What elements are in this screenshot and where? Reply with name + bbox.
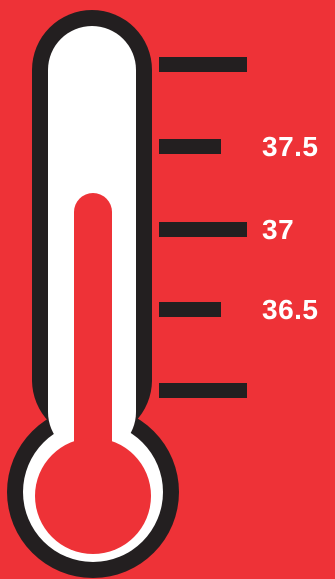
tick-long-bottom bbox=[159, 383, 247, 398]
scale-ticks bbox=[159, 57, 247, 398]
scale-label-37: 37 bbox=[262, 214, 295, 245]
tick-long-top bbox=[159, 57, 247, 72]
scale-label-37-5: 37.5 bbox=[262, 131, 319, 162]
mercury-column bbox=[35, 193, 151, 554]
tick-short-36-5 bbox=[159, 302, 221, 317]
tick-long-37 bbox=[159, 222, 247, 237]
tick-short-37-5 bbox=[159, 139, 221, 154]
scale-label-36-5: 36.5 bbox=[262, 294, 319, 325]
